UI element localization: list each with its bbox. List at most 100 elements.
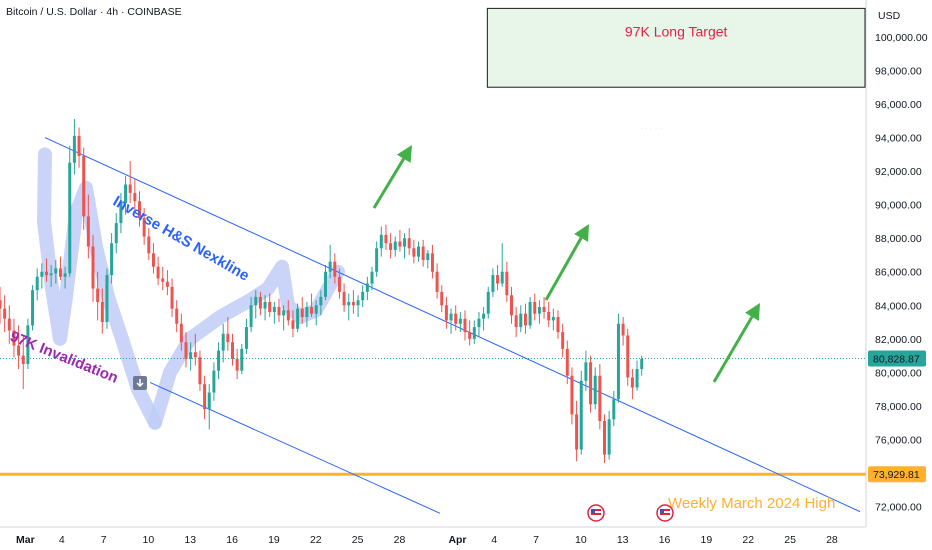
candles[interactable] bbox=[0, 119, 644, 463]
candle-body bbox=[575, 414, 579, 450]
arrow-head bbox=[745, 303, 760, 321]
candle-body bbox=[231, 342, 234, 359]
candle-body bbox=[0, 300, 2, 309]
candle-body bbox=[286, 310, 290, 321]
arrow-shaft bbox=[712, 316, 754, 383]
candle-body bbox=[72, 135, 76, 163]
x-tick-label: 10 bbox=[143, 534, 155, 546]
candle-body bbox=[379, 234, 383, 249]
candle-body bbox=[626, 335, 630, 378]
candle-body bbox=[528, 301, 532, 326]
candle-body bbox=[165, 281, 169, 287]
candle-body bbox=[7, 318, 11, 331]
candle-body bbox=[640, 358, 644, 370]
candle-body bbox=[496, 275, 500, 284]
candle-body bbox=[547, 312, 551, 321]
candle-body bbox=[472, 327, 476, 339]
candle-body bbox=[403, 238, 407, 247]
candle-body bbox=[468, 332, 472, 339]
candle-body bbox=[249, 305, 253, 328]
candle-body bbox=[35, 276, 39, 291]
candle-body bbox=[142, 218, 146, 237]
x-tick-label: 25 bbox=[784, 534, 796, 546]
target-label: 97K Long Target bbox=[625, 23, 728, 39]
candle-body bbox=[430, 253, 434, 272]
candle-body bbox=[616, 323, 620, 400]
candle-body bbox=[421, 246, 425, 260]
candle-body bbox=[589, 362, 593, 405]
candle-body bbox=[207, 392, 211, 410]
candle-body bbox=[510, 295, 513, 316]
x-tick-label: 10 bbox=[575, 534, 587, 546]
candle-body bbox=[603, 421, 606, 455]
current-price-label: 80,828.87 bbox=[873, 353, 920, 365]
candle-body bbox=[179, 323, 183, 343]
candle-body bbox=[305, 306, 309, 318]
candle-body bbox=[607, 419, 611, 455]
candle-body bbox=[342, 291, 346, 306]
candle-body bbox=[565, 348, 569, 376]
candle-body bbox=[398, 241, 402, 247]
candle-body bbox=[17, 345, 21, 356]
candle-body bbox=[523, 313, 527, 326]
candle-body bbox=[393, 241, 397, 250]
arrow-shaft bbox=[372, 157, 406, 209]
candle-body bbox=[454, 313, 458, 324]
candle-body bbox=[198, 357, 202, 385]
candle-body bbox=[477, 318, 481, 328]
candle-body bbox=[49, 273, 53, 276]
candle-body bbox=[277, 306, 281, 316]
candle-body bbox=[221, 333, 225, 351]
candle-body bbox=[58, 268, 62, 277]
candle-body bbox=[537, 306, 541, 314]
x-tick-label: 22 bbox=[310, 534, 322, 546]
candle-body bbox=[324, 271, 327, 297]
y-axis[interactable]: 100,000.00 98,000.00 96,000.00 94,000.00 92,… bbox=[875, 32, 928, 514]
target-zone[interactable] bbox=[486, 7, 866, 88]
x-tick-label: 28 bbox=[394, 534, 406, 546]
trendline-lower[interactable] bbox=[149, 381, 441, 514]
candle-body bbox=[361, 291, 365, 301]
x-axis[interactable]: Mar 4 7 10 13 16 19 22 25 28 Apr 4 7 10 13 16 19 22 25 28 bbox=[16, 534, 838, 546]
candle-body bbox=[310, 306, 314, 314]
candle-body bbox=[282, 310, 286, 316]
arrow-head bbox=[574, 224, 589, 242]
candle-body bbox=[612, 399, 616, 420]
candle-body bbox=[533, 301, 537, 314]
candle-body bbox=[630, 377, 634, 388]
currency-label[interactable]: USD bbox=[878, 10, 901, 22]
candle-body bbox=[63, 273, 67, 277]
trendline-upper[interactable] bbox=[44, 137, 861, 513]
candle-body bbox=[96, 288, 100, 302]
x-tick-label: 16 bbox=[659, 534, 671, 546]
candle-body bbox=[272, 306, 276, 312]
candle-body bbox=[426, 253, 430, 260]
candle-body bbox=[356, 300, 360, 306]
y-tick-label: 90,000.00 bbox=[875, 200, 922, 212]
y-tick-label: 96,000.00 bbox=[875, 99, 922, 111]
candle-body bbox=[110, 243, 114, 276]
candle-body bbox=[337, 276, 341, 292]
candle-body bbox=[68, 162, 72, 274]
flag-icon[interactable] bbox=[656, 504, 674, 522]
flag-icon[interactable] bbox=[587, 504, 605, 522]
candle-body bbox=[519, 313, 523, 328]
x-tick-label: 22 bbox=[742, 534, 754, 546]
projection-arrows[interactable] bbox=[372, 145, 760, 383]
arrow-head bbox=[396, 145, 412, 163]
x-tick-label: 19 bbox=[701, 534, 713, 546]
x-tick-label: 7 bbox=[533, 534, 539, 546]
candle-body bbox=[570, 375, 574, 415]
candle-body bbox=[119, 202, 123, 224]
candle-body bbox=[319, 296, 323, 306]
candle-body bbox=[435, 271, 439, 292]
candle-body bbox=[77, 135, 81, 156]
candle-body bbox=[491, 275, 495, 292]
candle-body bbox=[128, 184, 132, 193]
candle-body bbox=[212, 370, 216, 393]
candle-body bbox=[593, 375, 597, 405]
weekly-label: Weekly March 2024 High bbox=[668, 495, 835, 512]
